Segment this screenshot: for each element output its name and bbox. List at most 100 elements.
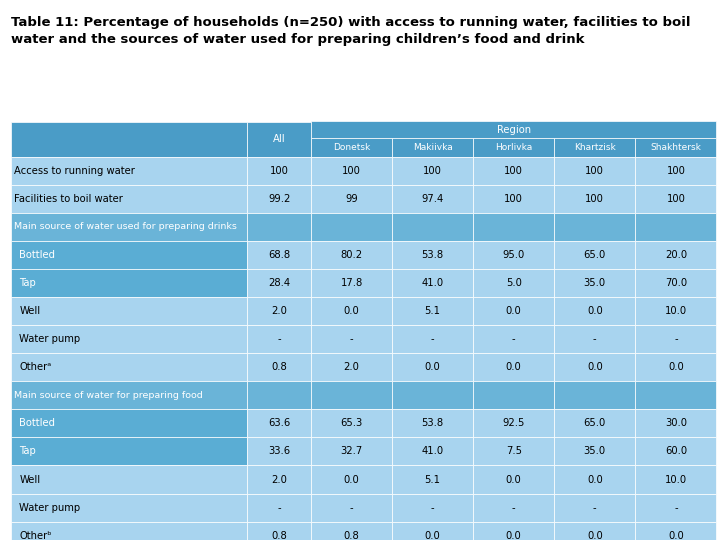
Text: 99.2: 99.2 xyxy=(268,194,290,204)
Text: 17.8: 17.8 xyxy=(341,278,363,288)
Text: -: - xyxy=(593,334,597,344)
Bar xyxy=(11,494,247,522)
Text: 0.0: 0.0 xyxy=(506,475,521,484)
Bar xyxy=(247,297,311,325)
Bar xyxy=(473,185,554,213)
Text: Khartzisk: Khartzisk xyxy=(574,143,616,152)
Text: 60.0: 60.0 xyxy=(665,447,687,456)
Bar xyxy=(247,381,311,409)
Bar xyxy=(311,325,392,353)
Text: 0.0: 0.0 xyxy=(343,306,359,316)
Bar xyxy=(473,437,554,465)
Bar xyxy=(247,185,311,213)
Bar xyxy=(311,353,392,381)
Bar xyxy=(554,185,635,213)
Bar xyxy=(247,494,311,522)
Bar xyxy=(392,297,473,325)
Bar xyxy=(247,522,311,540)
Text: Makiivka: Makiivka xyxy=(413,143,453,152)
Bar xyxy=(635,157,716,185)
Text: 100: 100 xyxy=(585,194,604,204)
Text: 95.0: 95.0 xyxy=(503,250,525,260)
Bar xyxy=(311,122,716,138)
Bar xyxy=(473,297,554,325)
Bar xyxy=(635,465,716,494)
Bar xyxy=(11,437,247,465)
Bar xyxy=(473,522,554,540)
Text: Otherᵃ: Otherᵃ xyxy=(19,362,52,372)
Bar xyxy=(392,325,473,353)
Bar xyxy=(311,465,392,494)
Bar xyxy=(247,241,311,269)
Bar xyxy=(11,465,247,494)
Bar xyxy=(635,185,716,213)
Bar xyxy=(311,185,392,213)
Bar xyxy=(392,269,473,297)
Bar xyxy=(554,437,635,465)
Text: 0.0: 0.0 xyxy=(668,531,684,540)
Bar xyxy=(392,381,473,409)
Bar xyxy=(392,185,473,213)
Bar xyxy=(392,465,473,494)
Text: Tap: Tap xyxy=(19,447,36,456)
Text: 70.0: 70.0 xyxy=(665,278,687,288)
Text: 2.0: 2.0 xyxy=(271,475,287,484)
Text: Tap: Tap xyxy=(19,278,36,288)
Text: 10.0: 10.0 xyxy=(665,306,687,316)
Text: -: - xyxy=(674,503,678,512)
Text: 0.0: 0.0 xyxy=(425,362,441,372)
Text: -: - xyxy=(431,503,434,512)
Text: Horlivka: Horlivka xyxy=(495,143,532,152)
Text: 97.4: 97.4 xyxy=(421,194,444,204)
Bar xyxy=(11,122,247,157)
Bar xyxy=(311,213,392,241)
Text: 0.8: 0.8 xyxy=(271,362,287,372)
Text: -: - xyxy=(350,503,354,512)
Text: 30.0: 30.0 xyxy=(665,418,687,428)
Bar xyxy=(392,522,473,540)
Text: -: - xyxy=(431,334,434,344)
Text: 100: 100 xyxy=(504,166,523,176)
Text: 33.6: 33.6 xyxy=(268,447,290,456)
Bar xyxy=(635,269,716,297)
Bar xyxy=(473,269,554,297)
Bar xyxy=(11,269,247,297)
Text: 80.2: 80.2 xyxy=(341,250,363,260)
Bar xyxy=(635,138,716,157)
Text: 0.0: 0.0 xyxy=(506,306,521,316)
Bar xyxy=(247,437,311,465)
Bar xyxy=(554,157,635,185)
Bar xyxy=(392,409,473,437)
Bar xyxy=(392,213,473,241)
Bar xyxy=(11,241,247,269)
Bar xyxy=(635,325,716,353)
Text: 0.0: 0.0 xyxy=(506,531,521,540)
Text: 0.0: 0.0 xyxy=(587,362,603,372)
Text: Donetsk: Donetsk xyxy=(333,143,370,152)
Bar xyxy=(247,213,311,241)
Text: 32.7: 32.7 xyxy=(341,447,363,456)
Text: 63.6: 63.6 xyxy=(268,418,290,428)
Bar xyxy=(247,353,311,381)
Bar xyxy=(247,157,311,185)
Text: 99: 99 xyxy=(345,194,358,204)
Text: 10.0: 10.0 xyxy=(665,475,687,484)
Bar xyxy=(554,465,635,494)
Text: 2.0: 2.0 xyxy=(271,306,287,316)
Text: 0.0: 0.0 xyxy=(587,306,603,316)
Text: 100: 100 xyxy=(270,166,289,176)
Text: 100: 100 xyxy=(423,166,442,176)
Text: 0.0: 0.0 xyxy=(425,531,441,540)
Bar xyxy=(247,269,311,297)
Bar xyxy=(473,241,554,269)
Text: Well: Well xyxy=(19,475,40,484)
Bar xyxy=(473,465,554,494)
Text: Main source of water used for preparing drinks: Main source of water used for preparing … xyxy=(14,222,238,231)
Bar xyxy=(635,213,716,241)
Bar xyxy=(11,297,247,325)
Text: 41.0: 41.0 xyxy=(422,278,444,288)
Bar xyxy=(635,437,716,465)
Text: 53.8: 53.8 xyxy=(422,250,444,260)
Bar xyxy=(311,437,392,465)
Text: Bottled: Bottled xyxy=(19,418,55,428)
